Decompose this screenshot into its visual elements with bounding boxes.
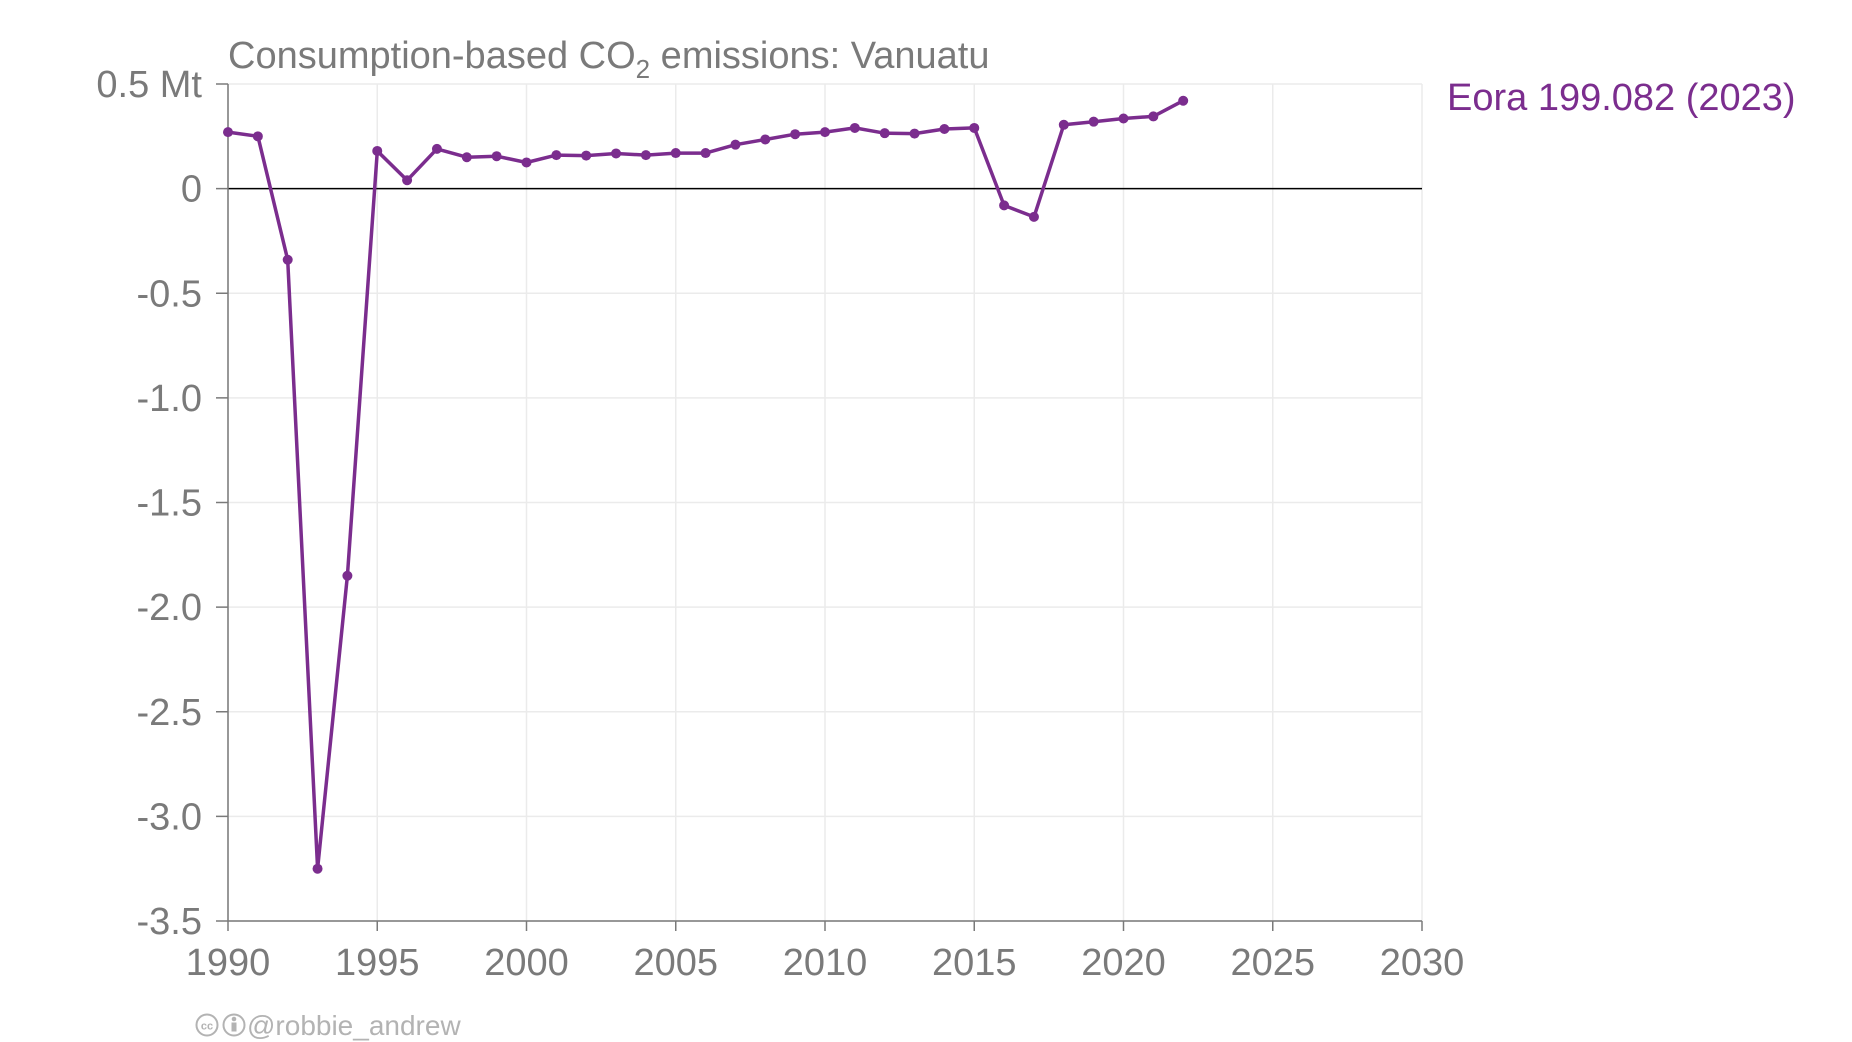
data-point <box>999 200 1010 211</box>
data-point <box>431 143 442 154</box>
data-point <box>372 145 383 156</box>
data-point <box>1088 116 1099 127</box>
data-point <box>1148 111 1159 122</box>
x-tick-label: 2025 <box>1230 942 1315 984</box>
svg-text:cc: cc <box>201 1021 213 1033</box>
y-tick-label: 0.5 Mt <box>96 64 202 106</box>
data-point <box>312 863 323 874</box>
data-point <box>1178 95 1189 106</box>
credit-text: @robbie_andrew <box>247 1010 461 1041</box>
data-point <box>252 131 263 142</box>
x-tick-label: 2020 <box>1081 942 1166 984</box>
data-point <box>849 122 860 133</box>
data-point <box>223 127 233 138</box>
data-point <box>342 570 353 581</box>
data-point <box>282 254 293 265</box>
grid <box>227 83 1423 922</box>
data-point <box>939 123 950 134</box>
data-point <box>760 134 771 145</box>
chart-title-prefix: Consumption-based CO <box>228 35 636 77</box>
y-tick-label: 0 <box>181 169 202 211</box>
x-tick-label: 2015 <box>932 942 1017 984</box>
data-point <box>969 122 980 133</box>
data-point <box>820 127 830 138</box>
y-tick-label: -2.0 <box>137 587 202 629</box>
x-tick-label: 1995 <box>335 942 420 984</box>
x-axis-ticks: 1990 1995 2000 2005 2010 2015 2020 2025 2030 <box>186 921 1465 984</box>
data-point <box>879 128 890 139</box>
x-tick-label: 2000 <box>484 942 569 984</box>
series-line <box>227 99 1185 871</box>
data-point <box>611 148 622 159</box>
chart-title-subscript: 2 <box>636 54 650 84</box>
y-tick-label: -0.5 <box>137 273 202 315</box>
data-point <box>790 129 801 140</box>
data-point <box>1028 211 1039 222</box>
x-tick-label: 2010 <box>783 942 868 984</box>
credit: cc @robbie_andrew <box>195 1010 461 1041</box>
data-point <box>670 148 681 159</box>
data-point <box>1058 119 1069 130</box>
y-tick-label: -3.5 <box>137 901 202 943</box>
cc-icon: cc <box>195 1013 219 1037</box>
x-tick-label: 2030 <box>1380 942 1465 984</box>
data-point <box>700 148 711 159</box>
x-tick-label: 2005 <box>633 942 718 984</box>
y-tick-label: -2.5 <box>137 692 202 734</box>
data-point <box>551 150 562 161</box>
data-point <box>1118 113 1129 124</box>
data-point <box>909 128 920 139</box>
x-tick-label: 1990 <box>186 942 271 984</box>
chart-title-suffix: emissions: Vanuatu <box>650 35 989 77</box>
chart-title: Consumption-based CO2 emissions: Vanuatu <box>228 35 990 84</box>
y-tick-label: -1.5 <box>137 483 202 525</box>
y-tick-label: -3.0 <box>137 796 202 838</box>
series-label: Eora 199.082 (2023) <box>1447 77 1796 119</box>
attribution-icon <box>222 1013 246 1037</box>
data-point <box>402 175 413 186</box>
data-point <box>461 152 472 163</box>
data-point <box>491 151 502 162</box>
series-group: Eora 199.082 (2023) <box>223 77 1796 874</box>
y-tick-label: -1.0 <box>137 378 202 420</box>
y-axis-ticks: 0.5 Mt 0 -0.5 -1.0 -1.5 -2.0 -2.5 -3.0 -3.5 <box>96 64 228 943</box>
data-point <box>640 150 651 161</box>
data-point <box>730 139 741 150</box>
data-point <box>581 150 592 161</box>
data-point <box>521 157 532 168</box>
